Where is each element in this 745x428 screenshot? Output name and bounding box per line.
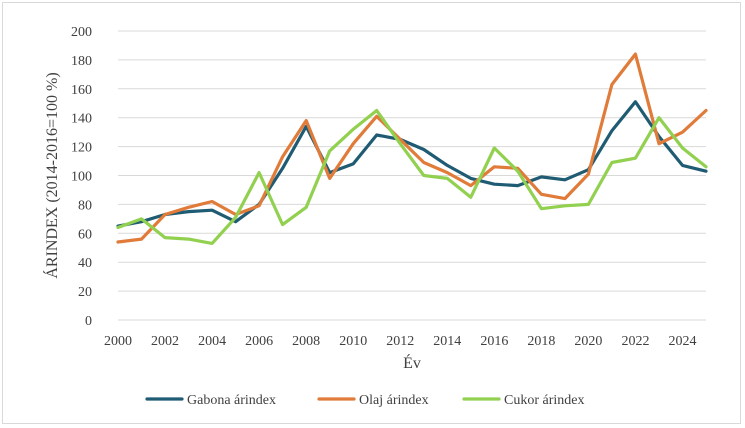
chart-frame: [2, 2, 741, 424]
x-tick-label: 2020: [574, 334, 602, 349]
y-tick-label: 140: [71, 112, 92, 127]
gridlines: [118, 30, 706, 292]
x-tick-label: 2008: [292, 334, 320, 349]
series-line-2: [116, 52, 708, 244]
x-tick-label: 2016: [480, 334, 508, 349]
x-tick-label: 2002: [151, 334, 179, 349]
x-axis-title: Év: [403, 353, 421, 372]
y-tick-label: 60: [78, 227, 92, 242]
y-tick-label: 20: [78, 285, 92, 300]
x-tick-label: 2012: [386, 334, 414, 349]
series-line-1: [116, 100, 708, 228]
y-tick-label: 40: [78, 256, 92, 271]
series-line-3: [116, 108, 708, 245]
x-axis-ticks: 2000 2002 2004 2006 2008 2010 2012 2014 2016 2018…: [104, 334, 696, 349]
x-tick-label: 2010: [339, 334, 367, 349]
x-tick-label: 2000: [104, 334, 132, 349]
y-axis-title: ÁRINDEX (2014-2016=100 %): [42, 72, 61, 278]
y-tick-label: 0: [85, 314, 92, 329]
y-tick-label: 180: [71, 54, 92, 69]
y-tick-label: 100: [71, 170, 92, 185]
series-lines: [116, 52, 708, 245]
y-tick-label: 160: [71, 83, 92, 98]
x-tick-label: 2018: [527, 334, 555, 349]
y-tick-label: 200: [71, 25, 92, 40]
x-tick-label: 2004: [198, 334, 226, 349]
legend: Gabona árindex Olaj árindex Cukor árindex: [145, 393, 584, 408]
y-tick-label: 120: [71, 141, 92, 156]
legend-label: Olaj árindex: [359, 393, 429, 408]
y-tick-label: 80: [78, 198, 92, 213]
x-tick-label: 2006: [245, 334, 273, 349]
x-tick-label: 2014: [433, 334, 461, 349]
x-tick-label: 2024: [668, 334, 696, 349]
legend-label: Gabona árindex: [187, 393, 276, 408]
legend-label: Cukor árindex: [504, 393, 584, 408]
x-tick-label: 2022: [621, 334, 649, 349]
y-axis-ticks: 0 20 40 60 80 100 120 140 160 180 200: [71, 25, 92, 329]
